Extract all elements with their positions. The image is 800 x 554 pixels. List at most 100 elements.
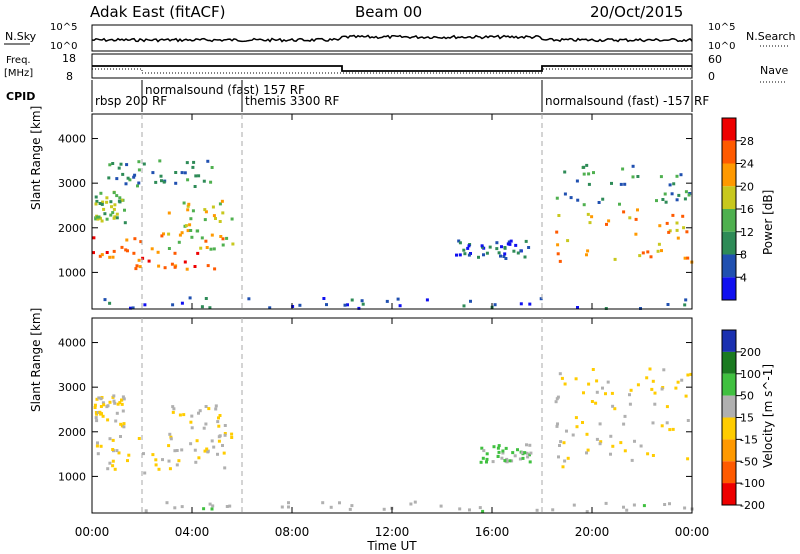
echo-cell [598, 422, 602, 426]
echo-cell [203, 449, 207, 453]
echo-cell [581, 421, 584, 424]
echo-cell [554, 400, 558, 404]
echo-cell [200, 236, 204, 240]
echo-cell [569, 196, 573, 200]
echo-cell [625, 508, 629, 512]
echo-cell [556, 243, 560, 247]
echo-cell [230, 432, 234, 436]
echo-cell [521, 456, 525, 460]
echo-cell [623, 414, 627, 418]
echo-cell [677, 193, 681, 197]
echo-cell [664, 200, 668, 204]
echo-cell [206, 449, 210, 453]
echo-cell [197, 174, 201, 178]
echo-cell [665, 421, 669, 425]
echo-cell [115, 216, 119, 220]
beam-title: Beam 00 [355, 3, 422, 21]
time-axis-label: Time UT [366, 539, 417, 553]
echo-cell [586, 249, 590, 253]
freq-label-line1: Freq. [6, 55, 31, 66]
echo-cell [169, 435, 173, 439]
colorbar-tick-label: -50 [740, 455, 758, 468]
echo-cell [120, 402, 124, 406]
echo-cell [111, 162, 115, 165]
echo-cell [101, 200, 105, 204]
echo-cell [439, 504, 443, 508]
echo-cell [591, 368, 595, 371]
colorbar-tick-label: 20 [740, 180, 754, 193]
echo-cell [650, 387, 654, 391]
echo-cell [659, 175, 663, 179]
echo-cell [622, 422, 626, 426]
echo-cell [480, 446, 484, 450]
echo-cell [204, 422, 208, 426]
echo-cell [147, 259, 151, 263]
echo-cell [126, 459, 129, 463]
echo-cell [649, 255, 653, 259]
echo-cell [225, 505, 229, 508]
colorbar-swatch [722, 140, 736, 164]
echo-cell [500, 456, 504, 460]
echo-cell [636, 383, 640, 387]
echo-cell [94, 416, 98, 420]
echo-cell [223, 424, 227, 427]
echo-cell [208, 502, 212, 506]
echo-cell [105, 200, 109, 204]
echo-cell [108, 437, 112, 441]
echo-cell [287, 505, 290, 509]
colorbar-swatch [722, 373, 736, 396]
echo-cell [618, 202, 621, 206]
echo-cell [115, 194, 119, 198]
echo-cell [121, 172, 125, 176]
echo-cell [480, 244, 484, 248]
echo-cell [99, 397, 103, 401]
echo-cell [182, 201, 186, 205]
power-colorbar-label: Power [dB] [761, 190, 775, 255]
echo-cell [171, 410, 175, 414]
echo-cell [228, 504, 232, 508]
echo-cell [634, 217, 638, 221]
echo-cell [174, 171, 178, 174]
echo-cell [186, 178, 190, 182]
echo-cell [223, 433, 227, 437]
echo-cell [502, 255, 506, 258]
echo-cell [528, 453, 531, 457]
echo-cell [681, 214, 685, 218]
echo-cell [100, 253, 104, 257]
echo-cell [122, 425, 126, 429]
power-ylabel: Slant Range [km] [29, 106, 43, 210]
echo-cell [632, 503, 636, 507]
echo-cell [477, 255, 480, 259]
echo-cell [575, 179, 579, 183]
echo-cell [662, 368, 666, 372]
echo-cell [218, 414, 222, 417]
echo-cell [180, 301, 184, 305]
echo-cell [112, 394, 116, 398]
echo-cell [192, 160, 196, 164]
echo-cell [217, 424, 221, 428]
echo-cell [111, 211, 115, 215]
echo-cell [137, 437, 141, 440]
echo-cell [478, 506, 482, 510]
echo-cell [205, 246, 209, 249]
echo-cell [518, 457, 522, 461]
echo-cell [123, 221, 127, 225]
echo-cell [190, 414, 194, 418]
echo-cell [168, 432, 172, 436]
nave-tick-top: 60 [708, 53, 722, 66]
echo-cell [609, 434, 613, 438]
echo-cell [585, 253, 588, 257]
echo-cell [165, 501, 169, 505]
colorbar-swatch [722, 186, 736, 210]
echo-cell [413, 500, 417, 504]
echo-cell [585, 451, 588, 455]
echo-cell [93, 403, 97, 407]
echo-cell [280, 505, 284, 509]
echo-cell [607, 219, 611, 223]
echo-cell [119, 162, 123, 166]
echo-cell [613, 407, 617, 411]
echo-cell [202, 507, 206, 511]
echo-cell [660, 249, 663, 253]
echo-cell [223, 466, 227, 470]
